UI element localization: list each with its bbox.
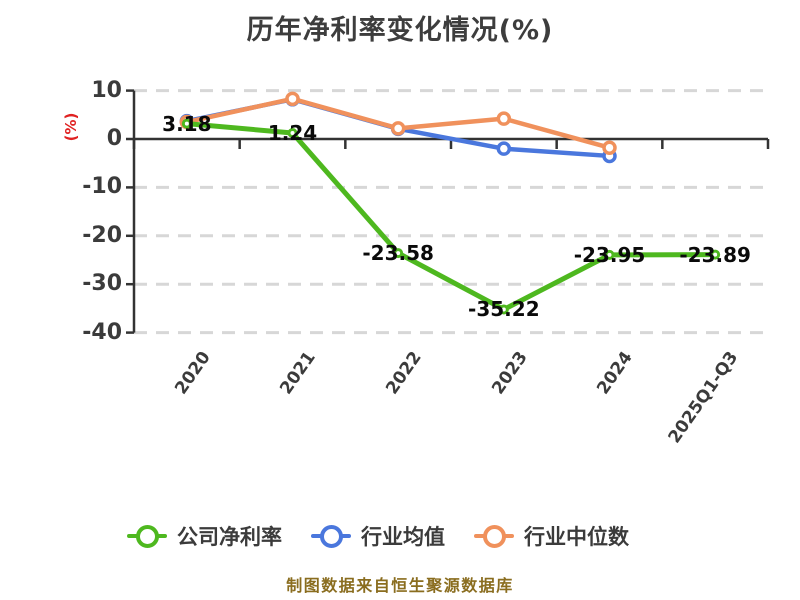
chart-legend: 公司净利率 行业均值 行业中位数 [0,521,800,551]
company-net-margin-point-marker [181,118,192,129]
legend-line-dot-icon [311,524,351,548]
company-net-margin-point-marker [498,304,509,315]
industry-median-point-marker [390,121,406,136]
legend-label: 公司净利率 [177,525,282,549]
y-tick-label: -30 [82,271,122,297]
legend-label: 行业均值 [361,525,445,549]
company-net-margin-point-marker [287,127,298,138]
company-net-margin-point-marker [710,249,721,260]
data-source-note: 制图数据来自恒生聚源数据库 [286,576,514,595]
company-net-margin-point-marker [393,248,404,259]
data-label: -23.89 [679,242,751,267]
legend-line-dot-icon [474,524,514,548]
data-label: 1.24 [267,120,318,145]
y-tick-label: -10 [82,174,122,200]
legend-dot-icon [135,524,159,548]
data-label: -35.22 [468,297,540,322]
y-tick-label: 10 [91,77,122,103]
chart-title: 历年净利率变化情况(%) [246,15,554,46]
y-tick-label: 0 [106,126,122,151]
legend-dot-icon [319,524,343,548]
data-label: -23.95 [573,242,646,267]
industry-median-point-marker [285,91,300,107]
data-label: -23.58 [362,241,434,266]
legend-item-industry-median[interactable]: 行业中位数 [474,521,629,551]
y-tick-label: -40 [82,319,122,345]
industry-median-point-marker [602,140,617,155]
legend-line-dot-icon [127,524,167,548]
industry-average-point-marker [496,141,512,156]
legend-item-company-net-margin[interactable]: 公司净利率 [127,521,282,551]
legend-label: 行业中位数 [524,525,629,549]
legend-dot-icon [482,524,506,548]
company-net-margin-line [184,121,718,312]
y-tick-label: -20 [82,222,122,248]
industry-median-point-marker [496,111,512,126]
legend-item-industry-average[interactable]: 行业均值 [311,521,445,551]
company-net-margin-point-marker [604,249,615,260]
data-label: 3.18 [162,111,212,136]
